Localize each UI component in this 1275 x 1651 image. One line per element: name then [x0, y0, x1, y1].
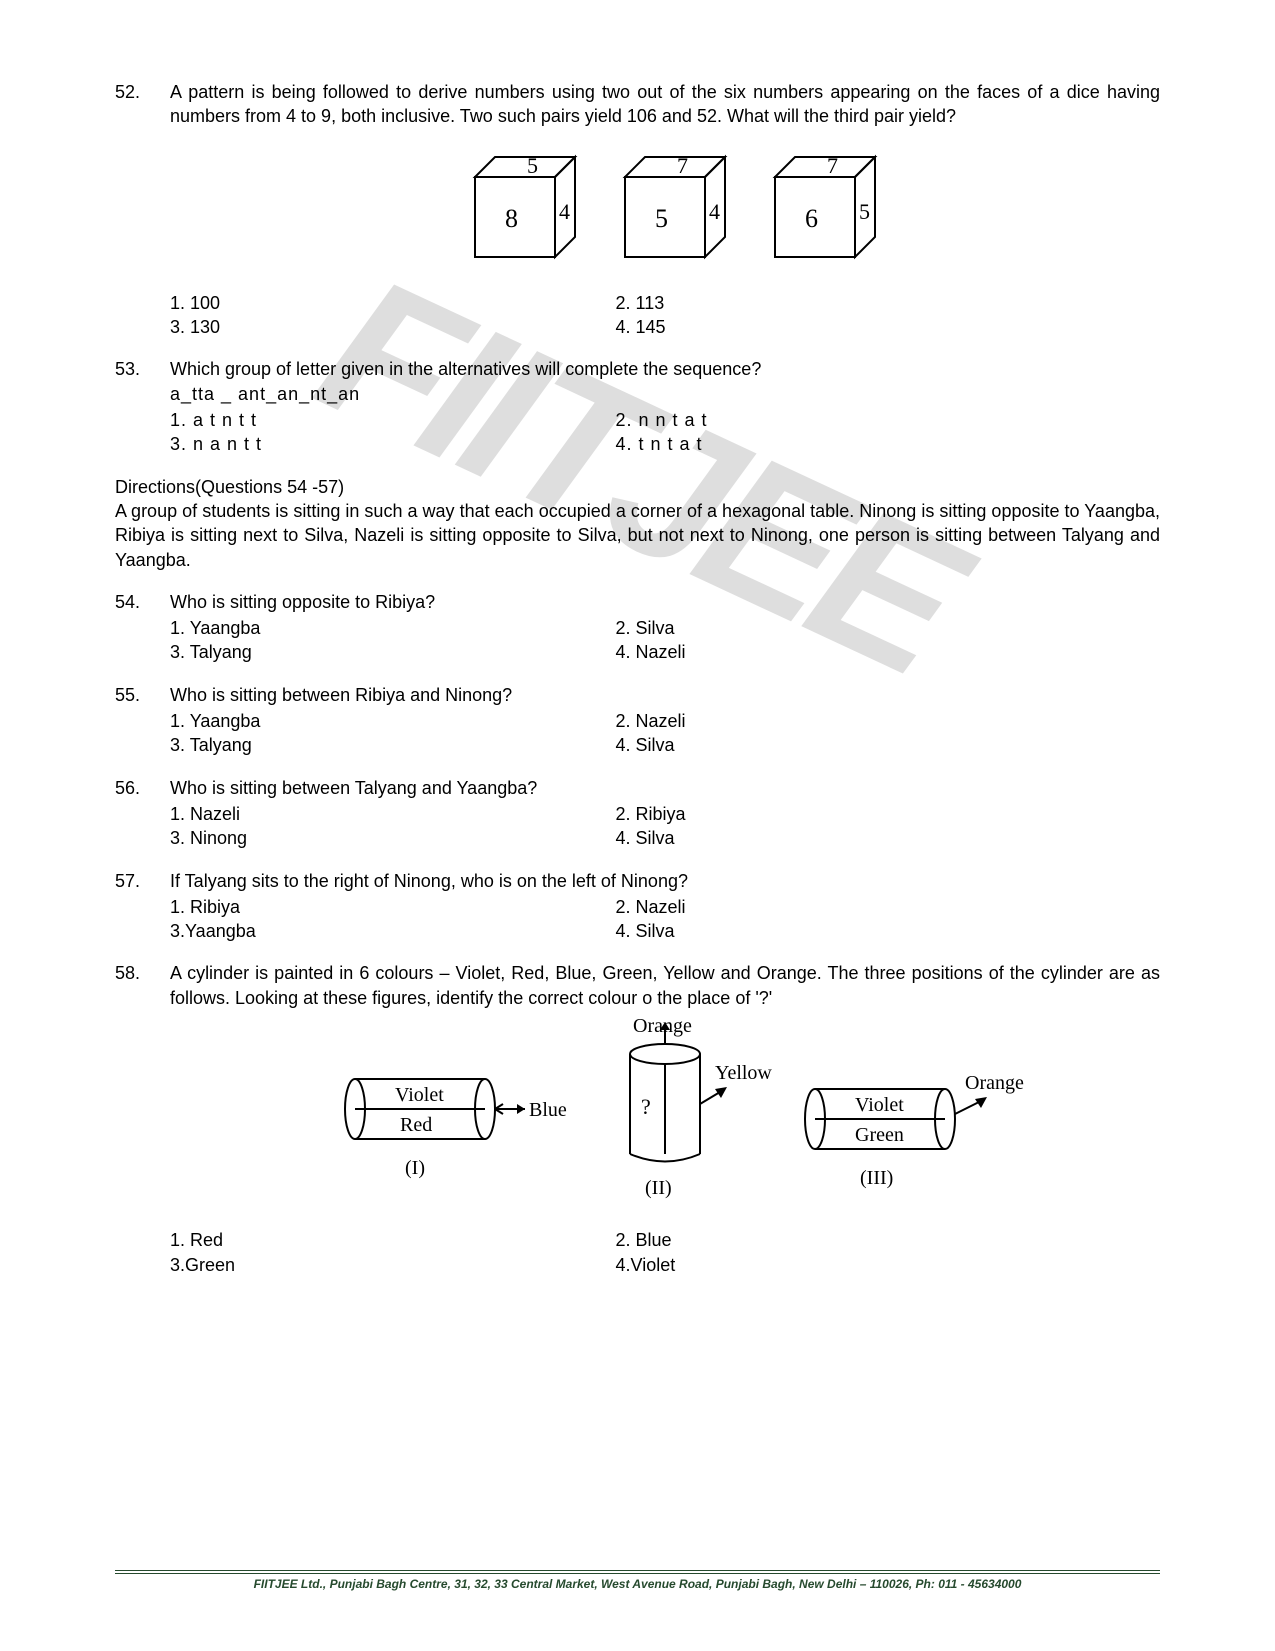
cyl2-right: Yellow [715, 1062, 772, 1084]
option-4: 4. Silva [616, 733, 1161, 757]
qnum: 56. [115, 776, 170, 851]
option-2: 2. 113 [616, 291, 1161, 315]
qnum: 57. [115, 869, 170, 944]
cyl1-top: Violet [395, 1084, 444, 1106]
option-4: 4. Silva [616, 919, 1161, 943]
option-1: 1. Yaangba [170, 709, 616, 733]
option-1: 1. 100 [170, 291, 616, 315]
dice-top: 7 [827, 153, 838, 178]
option-2: 2. Blue [616, 1228, 1161, 1252]
option-1: 1. Red [170, 1228, 616, 1252]
directions-text: A group of students is sitting in such a… [115, 499, 1160, 572]
dice-right: 4 [709, 199, 720, 224]
option-3: 3. Talyang [170, 640, 616, 664]
cylinder-figure: Violet Red Blue (I) [170, 1014, 1160, 1220]
option-1: 1. Ribiya [170, 895, 616, 919]
dice-figure: 5 8 4 7 5 4 [170, 137, 1160, 283]
cyl3-right: Orange [965, 1072, 1024, 1094]
option-1: 1. a t n t t [170, 408, 616, 432]
question-58: 58. A cylinder is painted in 6 colours –… [115, 961, 1160, 1276]
footer-brand: FIITJEE [254, 1577, 298, 1591]
option-4: 4. t n t a t [616, 432, 1161, 456]
question-56: 56. Who is sitting between Talyang and Y… [115, 776, 1160, 851]
option-2: 2. Silva [616, 616, 1161, 640]
question-text: If Talyang sits to the right of Ninong, … [170, 869, 1160, 893]
dice-right: 4 [559, 199, 570, 224]
cyl1-right: Blue [529, 1099, 567, 1121]
question-text: Who is sitting between Ribiya and Ninong… [170, 683, 1160, 707]
option-3: 3. n a n t t [170, 432, 616, 456]
option-3: 3. 130 [170, 315, 616, 339]
question-55: 55. Who is sitting between Ribiya and Ni… [115, 683, 1160, 758]
cyl3-bottom: Green [855, 1124, 904, 1146]
question-54: 54. Who is sitting opposite to Ribiya? 1… [115, 590, 1160, 665]
directions-title: Directions(Questions 54 -57) [115, 475, 1160, 499]
cyl2-mid: ? [641, 1094, 651, 1119]
dice-right: 5 [859, 199, 870, 224]
footer-text: Ltd., Punjabi Bagh Centre, 31, 32, 33 Ce… [298, 1577, 1022, 1591]
option-2: 2. Nazeli [616, 709, 1161, 733]
dice-front: 8 [505, 204, 518, 233]
option-3: 3. Talyang [170, 733, 616, 757]
cyl1-label: (I) [405, 1157, 425, 1179]
option-3: 3. Ninong [170, 826, 616, 850]
qnum: 52. [115, 80, 170, 339]
option-4: 4. 145 [616, 315, 1161, 339]
dice-top: 7 [677, 153, 688, 178]
option-2: 2. Ribiya [616, 802, 1161, 826]
cyl1-bottom: Red [400, 1114, 432, 1136]
qnum: 55. [115, 683, 170, 758]
option-4: 4.Violet [616, 1253, 1161, 1277]
qnum: 54. [115, 590, 170, 665]
question-text: Which group of letter given in the alter… [170, 357, 1160, 381]
cyl3-top: Violet [855, 1094, 904, 1116]
question-53: 53. Which group of letter given in the a… [115, 357, 1160, 456]
option-2: 2. Nazeli [616, 895, 1161, 919]
dice-svg: 5 8 4 7 5 4 [435, 137, 895, 277]
footer: FIITJEE Ltd., Punjabi Bagh Centre, 31, 3… [115, 1570, 1160, 1591]
qnum: 53. [115, 357, 170, 456]
question-52: 52. A pattern is being followed to deriv… [115, 80, 1160, 339]
cyl2-top: Orange [633, 1015, 692, 1037]
cylinder-svg: Violet Red Blue (I) [305, 1014, 1025, 1214]
question-text: A cylinder is painted in 6 colours – Vio… [170, 961, 1160, 1010]
option-2: 2. n n t a t [616, 408, 1161, 432]
question-text: A pattern is being followed to derive nu… [170, 80, 1160, 129]
question-text: Who is sitting opposite to Ribiya? [170, 590, 1160, 614]
qnum: 58. [115, 961, 170, 1276]
option-4: 4. Silva [616, 826, 1161, 850]
cyl2-label: (II) [645, 1177, 672, 1199]
option-1: 1. Nazeli [170, 802, 616, 826]
question-57: 57. If Talyang sits to the right of Nino… [115, 869, 1160, 944]
dice-front: 5 [655, 204, 668, 233]
option-3: 3.Yaangba [170, 919, 616, 943]
directions-block: Directions(Questions 54 -57) A group of … [115, 475, 1160, 572]
dice-top: 5 [527, 153, 538, 178]
option-3: 3.Green [170, 1253, 616, 1277]
option-1: 1. Yaangba [170, 616, 616, 640]
cyl3-label: (III) [860, 1167, 893, 1189]
sequence: a_tta _ ant_an_nt_an [170, 382, 1160, 406]
dice-front: 6 [805, 204, 818, 233]
question-text: Who is sitting between Talyang and Yaang… [170, 776, 1160, 800]
option-4: 4. Nazeli [616, 640, 1161, 664]
